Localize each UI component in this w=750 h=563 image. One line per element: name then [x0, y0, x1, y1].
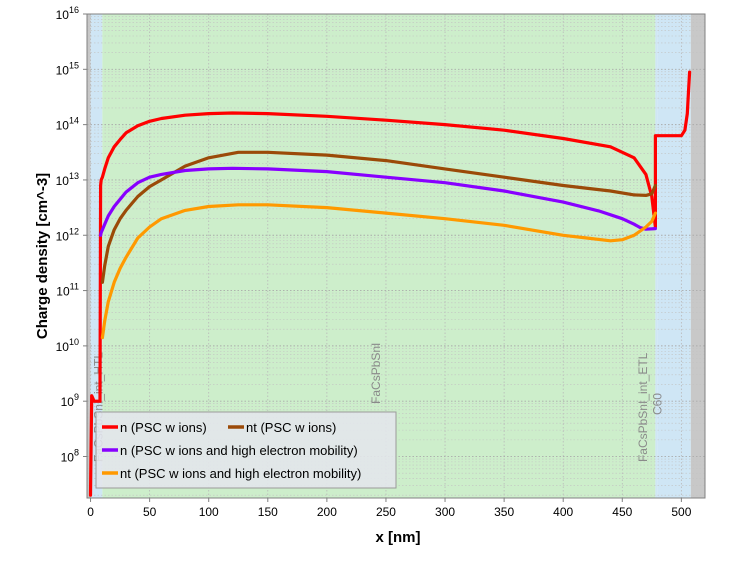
x-tick-label-5: 250 [376, 505, 396, 519]
y-tick-label-0: 108 [61, 448, 79, 465]
x-tick-label-7: 350 [494, 505, 514, 519]
region-0 [87, 14, 91, 498]
x-tick-label-1: 50 [143, 505, 157, 519]
x-tick-label-6: 300 [435, 505, 455, 519]
series-line-1 [100, 150, 658, 284]
x-axis-ticks: 0 50 100 150 200 250 300 350 400 450 500 [87, 498, 692, 519]
region-label-3: C60 [650, 393, 664, 415]
y-tick-label-1: 109 [61, 392, 79, 409]
series-line-2 [98, 166, 658, 237]
x-tick-label-9: 450 [612, 505, 632, 519]
plot-frame [86, 13, 706, 499]
x-tick-label-3: 150 [258, 505, 278, 519]
region-1 [90, 14, 103, 498]
y-axis-ticks: 108 109 1010 1011 1012 1013 1014 1015 1016 [56, 5, 87, 465]
legend-label-0: n (PSC w ions) [120, 420, 207, 435]
x-tick-label-10: 500 [671, 505, 691, 519]
y-axis-title: Charge density [cm^-3] [34, 173, 51, 339]
legend-label-1: nt (PSC w ions) [246, 420, 336, 435]
series-line-0 [88, 70, 692, 497]
y-tick-label-8: 1016 [56, 5, 79, 22]
legend-label-2: n (PSC w ions and high electron mobility… [120, 443, 358, 458]
data-series [88, 70, 692, 497]
x-tick-label-8: 400 [553, 505, 573, 519]
x-tick-label-2: 100 [199, 505, 219, 519]
region-5 [690, 14, 705, 498]
y-tick-label-5: 1013 [56, 171, 79, 188]
x-tick-label-4: 200 [317, 505, 337, 519]
series-line-3 [100, 203, 658, 340]
y-tick-label-7: 1015 [56, 60, 79, 77]
y-tick-label-4: 1012 [56, 226, 79, 243]
x-axis-title: x [nm] [376, 529, 421, 546]
region-label-2: FaCsPbSnI_int_ETL [636, 352, 650, 462]
x-tick-label-0: 0 [87, 505, 94, 519]
region-4 [657, 14, 691, 498]
legend-label-3: nt (PSC w ions and high electron mobilit… [120, 466, 361, 481]
legend-box [95, 411, 397, 489]
y-tick-label-2: 1010 [56, 337, 79, 354]
region-3 [655, 14, 658, 498]
y-tick-label-6: 1014 [56, 116, 79, 133]
legend: n (PSC w ions) nt (PSC w ions) n (PSC w io… [95, 411, 397, 489]
region-label-1: FaCsPbSnI [369, 343, 383, 404]
y-tick-label-3: 1011 [56, 282, 79, 299]
